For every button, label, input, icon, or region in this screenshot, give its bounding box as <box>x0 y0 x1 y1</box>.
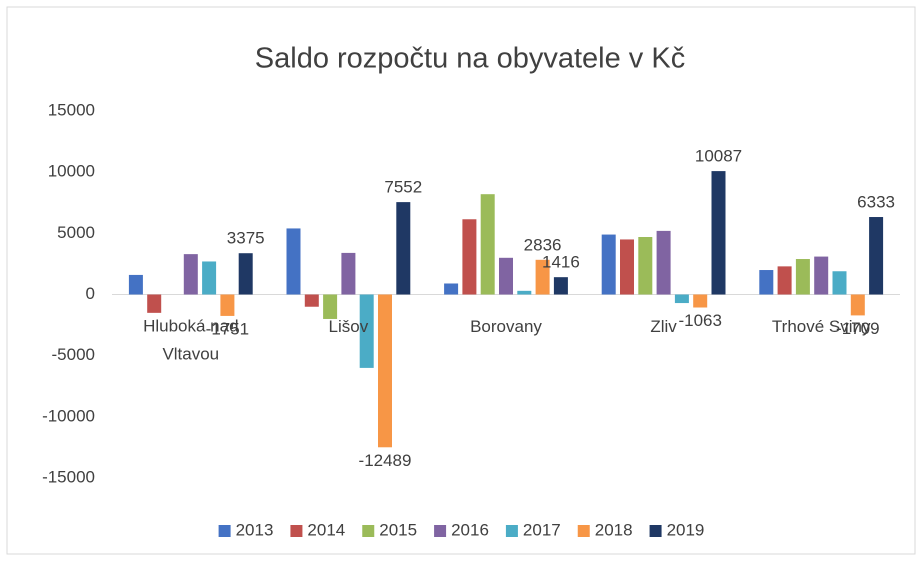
bar <box>814 256 829 295</box>
y-tick-label: 0 <box>86 284 95 303</box>
bar <box>220 294 235 316</box>
bar <box>553 277 568 295</box>
bar <box>128 274 143 295</box>
y-tick-label: 15000 <box>48 100 95 119</box>
data-label: 7552 <box>384 178 422 197</box>
legend-label: 2016 <box>451 520 489 539</box>
bar <box>777 266 792 295</box>
bar <box>286 228 301 295</box>
data-label: -1751 <box>206 319 249 338</box>
y-tick-label: -10000 <box>42 406 95 425</box>
bar <box>517 290 532 295</box>
data-label: -1063 <box>678 311 721 330</box>
data-label: 3375 <box>227 229 265 248</box>
bar <box>147 294 162 313</box>
legend-swatch <box>577 525 590 537</box>
y-tick-label: 5000 <box>57 223 95 242</box>
y-tick-label: 10000 <box>48 162 95 181</box>
bar <box>601 234 616 295</box>
x-tick-label: Borovany <box>470 317 542 336</box>
bar <box>620 239 634 295</box>
bar <box>396 202 411 295</box>
chart-title: Saldo rozpočtu na obyvatele v Kč <box>255 43 685 75</box>
data-label: -1709 <box>836 319 879 338</box>
y-tick-label: -5000 <box>52 345 95 364</box>
bar <box>323 294 338 319</box>
legend-label: 2013 <box>236 520 274 539</box>
bar <box>693 294 708 308</box>
x-tick-label: Hluboká nad Vltavou <box>143 317 238 364</box>
bar <box>183 254 198 295</box>
bar <box>304 294 319 307</box>
legend-label: 2017 <box>523 520 561 539</box>
bar <box>711 171 726 295</box>
bar <box>444 283 459 295</box>
legend-label: 2014 <box>307 520 345 539</box>
bar <box>832 271 847 295</box>
data-label: -12489 <box>359 451 412 470</box>
legend-swatch <box>362 525 375 537</box>
legend-swatch <box>218 525 231 537</box>
bar <box>499 257 513 295</box>
bar <box>480 194 495 295</box>
legend-swatch <box>649 525 662 537</box>
bar <box>638 237 653 295</box>
x-tick-label: Lišov <box>329 317 369 336</box>
bar <box>202 261 217 295</box>
bar <box>850 294 865 316</box>
data-label: 10087 <box>695 147 742 166</box>
legend-label: 2015 <box>379 520 417 539</box>
legend-label: 2019 <box>667 520 705 539</box>
x-tick-label: Trhové Sviny <box>772 317 871 336</box>
bar <box>462 219 477 295</box>
data-label: 6333 <box>857 193 895 212</box>
legend-label: 2018 <box>595 520 633 539</box>
legend-swatch <box>290 525 303 537</box>
bar <box>656 230 671 295</box>
data-label: 1416 <box>542 253 580 272</box>
bar <box>759 270 774 295</box>
legend-swatch <box>505 525 518 537</box>
bar <box>238 253 253 295</box>
y-tick-label: -15000 <box>42 467 95 486</box>
bar <box>674 294 689 304</box>
bar <box>359 294 374 368</box>
bar <box>795 259 810 295</box>
bar <box>341 252 356 295</box>
data-label: 2836 <box>524 235 562 254</box>
x-tick-label: Zliv <box>650 317 677 336</box>
bar <box>535 259 550 295</box>
bar <box>378 294 392 448</box>
legend-swatch <box>434 525 447 537</box>
bar <box>869 217 884 295</box>
